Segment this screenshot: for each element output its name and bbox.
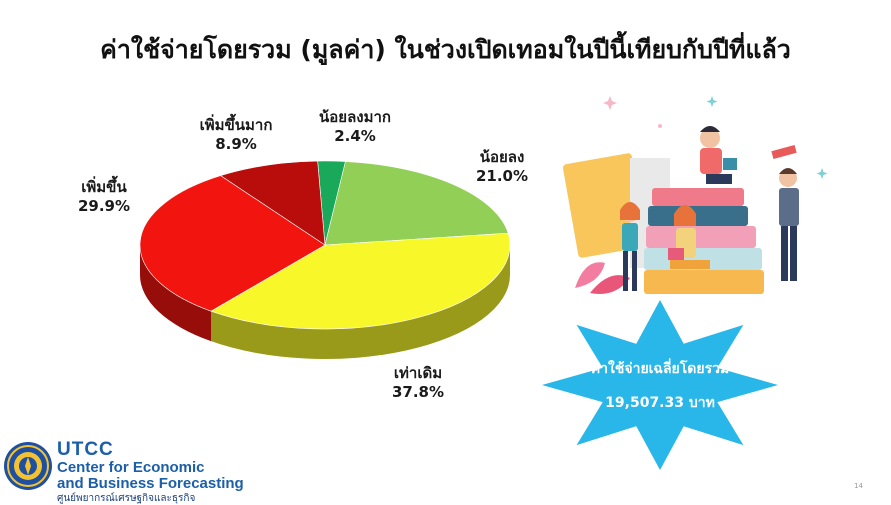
pie-slice — [139, 175, 326, 312]
slice-category: น้อยลงมาก — [319, 108, 391, 126]
slice-percent: 29.9% — [77, 197, 131, 215]
logo-line2: and Business Forecasting — [57, 475, 244, 492]
slice-category: เท่าเดิม — [393, 364, 443, 382]
callout-label: ค่าใช้จ่ายเฉลี่ยโดยรวม — [590, 361, 730, 377]
callout-starburst — [542, 300, 778, 470]
pie-slice — [324, 161, 509, 246]
page-number: 14 — [854, 482, 863, 490]
slice-percent: 37.8% — [391, 383, 445, 401]
pie-slice — [219, 160, 326, 246]
students-books-illustration — [563, 96, 828, 294]
pie-slice-label: น้อยลงมาก 2.4% — [295, 108, 415, 146]
pie-chart — [139, 160, 511, 359]
slide-title: ค่าใช้จ่ายโดยรวม (มูลค่า) ในช่วงเปิดเทอม… — [100, 35, 791, 64]
pie-slice-label: เพิ่มขึ้นมาก 8.9% — [176, 116, 296, 154]
pie-slice — [210, 232, 511, 330]
logo-name: UTCC — [57, 439, 114, 460]
utcc-seal-logo — [4, 442, 52, 490]
pie-slice-label: น้อยลง 21.0% — [442, 148, 562, 186]
slice-percent: 8.9% — [215, 135, 257, 153]
logo-thai: ศูนย์พยากรณ์เศรษฐกิจและธุรกิจ — [57, 493, 196, 504]
callout-value: 19,507.33 บาท — [605, 395, 715, 411]
slice-category: เพิ่มขึ้น — [81, 178, 127, 196]
slice-category: เพิ่มขึ้นมาก — [199, 116, 273, 134]
slice-percent: 21.0% — [475, 167, 529, 185]
starburst-shape — [542, 300, 778, 470]
pie-slice-label: เท่าเดิม 37.8% — [358, 364, 478, 402]
pie-slice-side — [211, 245, 510, 359]
slice-category: น้อยลง — [479, 148, 525, 166]
logo-line1: Center for Economic — [57, 459, 205, 476]
slice-percent: 2.4% — [334, 127, 376, 145]
utcc-logo: UTCC Center for Economic and Business Fo… — [57, 440, 244, 505]
pie-slice-label: เพิ่มขึ้น 29.9% — [44, 178, 164, 216]
pie-slice-side — [140, 245, 212, 342]
